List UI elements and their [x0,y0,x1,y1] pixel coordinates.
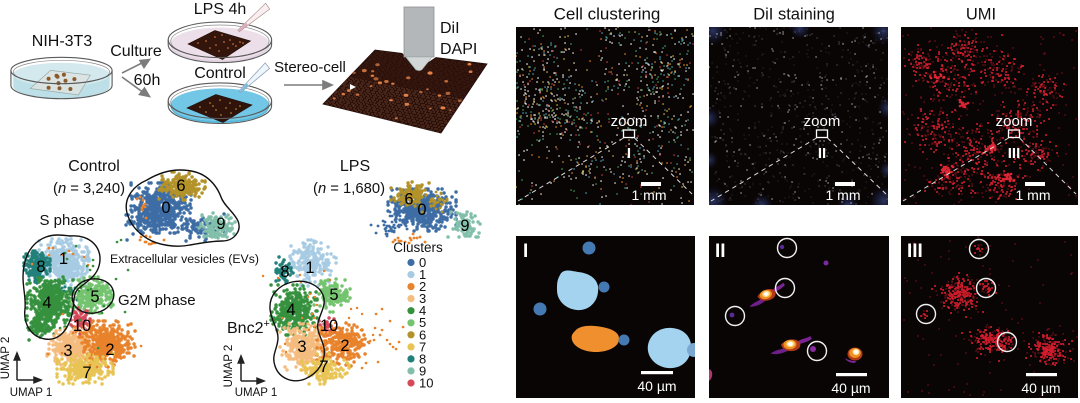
svg-text:9: 9 [419,363,426,378]
svg-text:UMAP 1: UMAP 1 [235,387,278,399]
svg-text:8: 8 [419,351,426,366]
svg-text:40 µm: 40 µm [1021,380,1060,396]
svg-text:3: 3 [63,342,72,360]
svg-text:0: 0 [161,199,170,217]
svg-text:(n = 3,240): (n = 3,240) [53,181,125,197]
svg-text:7: 7 [419,339,426,354]
svg-text:6: 6 [419,327,426,342]
svg-text:LPS 4h: LPS 4h [194,1,246,18]
svg-text:5: 5 [419,315,426,330]
svg-text:Control: Control [194,65,246,82]
svg-text:4: 4 [286,301,295,319]
svg-text:1 mm: 1 mm [632,187,667,203]
svg-text:1 mm: 1 mm [1016,187,1051,203]
svg-text:4: 4 [419,303,426,318]
svg-text:5: 5 [329,286,338,304]
svg-text:DiI: DiI [440,20,460,37]
svg-text:1 mm: 1 mm [826,187,861,203]
svg-text:Culture: Culture [110,43,162,60]
svg-text:UMAP 1: UMAP 1 [10,387,53,399]
svg-text:2: 2 [419,279,426,294]
svg-text:DiI staining: DiI staining [753,6,835,24]
svg-text:III: III [907,241,923,262]
svg-text:40 µm: 40 µm [831,380,870,396]
svg-text:Stereo-cell: Stereo-cell [274,59,346,76]
svg-text:Control: Control [68,158,120,175]
svg-text:3: 3 [297,338,306,356]
svg-text:1: 1 [59,250,68,268]
svg-text:LPS: LPS [340,158,370,175]
svg-text:6: 6 [176,177,185,195]
svg-text:zoom: zoom [996,113,1033,130]
svg-text:III: III [1008,145,1021,162]
svg-text:UMAP 2: UMAP 2 [223,345,235,388]
svg-text:9: 9 [216,215,225,233]
svg-text:5: 5 [90,288,99,306]
svg-text:1: 1 [305,259,314,277]
svg-text:10: 10 [320,317,338,335]
svg-text:3: 3 [419,291,426,306]
svg-text:10: 10 [419,376,433,391]
svg-text:II: II [715,241,726,262]
svg-text:I: I [523,241,528,262]
svg-text:zoom: zoom [804,113,841,130]
svg-text:0: 0 [419,255,426,270]
svg-text:zoom: zoom [611,113,648,130]
svg-text:UMI: UMI [966,6,996,24]
svg-text:S phase: S phase [39,212,94,229]
svg-text:Extracellular vesicles (EVs): Extracellular vesicles (EVs) [110,252,259,266]
svg-text:Bnc2+: Bnc2+ [227,318,270,337]
svg-text:6: 6 [404,191,413,209]
svg-text:4: 4 [42,294,51,312]
svg-text:40 µm: 40 µm [637,378,676,394]
svg-text:10: 10 [73,317,91,335]
svg-text:II: II [818,145,826,162]
svg-text:1: 1 [419,267,426,282]
svg-text:2: 2 [105,341,114,359]
svg-text:NIH-3T3: NIH-3T3 [32,33,93,50]
svg-text:UMAP 2: UMAP 2 [0,337,12,380]
svg-text:(n = 1,680): (n = 1,680) [313,181,385,197]
svg-text:8: 8 [280,263,289,281]
svg-text:2: 2 [340,337,349,355]
svg-text:60h: 60h [134,72,161,89]
svg-text:I: I [627,145,631,162]
svg-text:9: 9 [460,217,469,235]
svg-text:0: 0 [417,201,426,219]
svg-text:8: 8 [36,258,45,276]
svg-text:Clusters: Clusters [393,240,443,255]
svg-text:G2M phase: G2M phase [118,292,196,309]
svg-text:7: 7 [82,364,91,382]
svg-text:DAPI: DAPI [440,41,477,58]
svg-text:Cell clustering: Cell clustering [554,5,661,24]
svg-text:7: 7 [319,358,328,376]
